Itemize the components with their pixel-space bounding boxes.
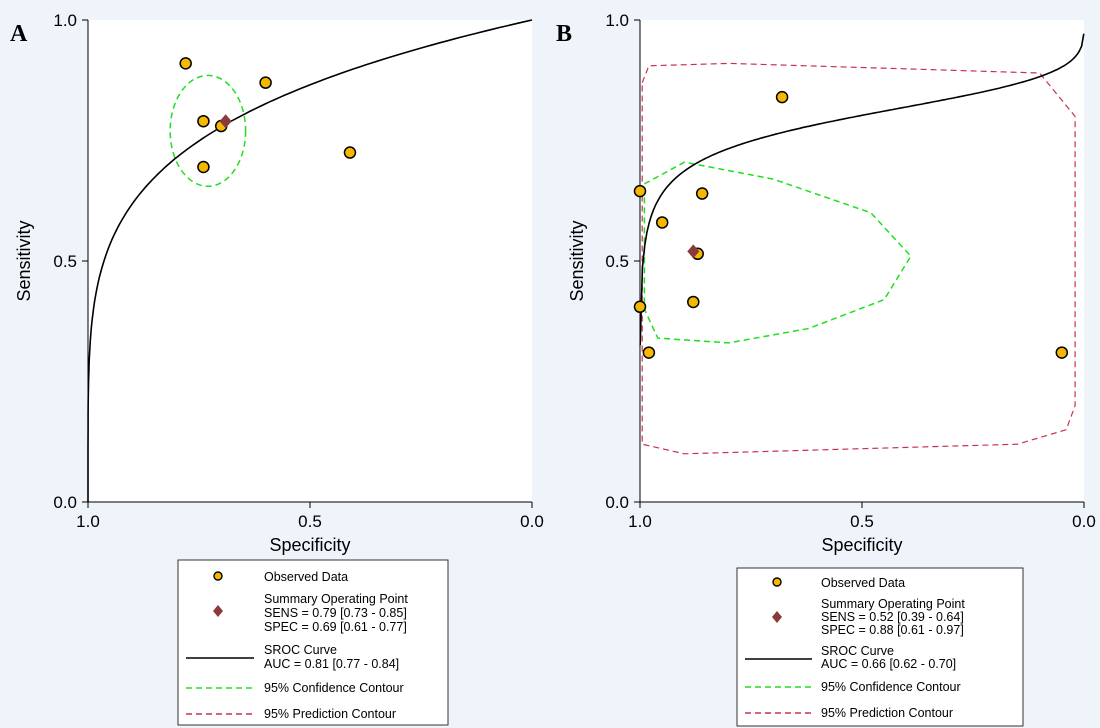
panel-a-observed-point	[197, 114, 210, 128]
panel-a-sroc-curve	[87, 19, 533, 502]
panel-a-x-tick-0-0: 0.0	[520, 512, 544, 531]
panel-b-label: B	[556, 21, 572, 47]
panel-b-legend-sroc-title: SROC Curve	[821, 644, 894, 658]
panel-a-legend-observed-symbol	[213, 571, 223, 581]
panel-a-confidence-contour	[169, 74, 247, 188]
panel-a-legend-summary-symbol	[213, 605, 223, 617]
panel-a-y-axis-label: Sensitivity	[14, 220, 34, 301]
panel-a-legend: Observed Data Summary Operating Point SE…	[177, 559, 449, 726]
panel-b-legend-prediction: 95% Prediction Contour	[821, 706, 953, 720]
panel-b-observed-point	[695, 187, 709, 200]
panel-b-prediction-contour	[641, 62, 1076, 455]
panel-a-y-tick-0-5: 0.5	[53, 252, 77, 271]
panel-b-legend-summary-spec: SPEC = 0.88 [0.61 - 0.97]	[821, 623, 964, 637]
panel-b-observed-point	[687, 295, 700, 309]
panel-a-y-tick-1-0: 1.0	[53, 11, 77, 30]
panel-b-observed-point	[642, 346, 656, 359]
panel-a-x-tick-1-0: 1.0	[76, 512, 100, 531]
panel-a-legend-sroc-title: SROC Curve	[264, 643, 337, 657]
panel-a-legend-prediction: 95% Prediction Contour	[264, 707, 396, 721]
panel-b-observed-point	[633, 184, 647, 198]
panel-b-summary-point	[687, 244, 700, 259]
panel-b-y-tick-1-0: 1.0	[605, 11, 629, 30]
panel-b-observed-point	[1055, 346, 1069, 359]
panel-b-legend-summary-sens: SENS = 0.52 [0.39 - 0.64]	[821, 610, 964, 624]
panel-a-y-tick-0-0: 0.0	[53, 493, 77, 512]
panel-b-x-tick-1-0: 1.0	[628, 512, 652, 531]
panel-a-observed-point	[197, 160, 210, 174]
panel-b-observed-point	[655, 216, 669, 229]
panel-b-legend-confidence: 95% Confidence Contour	[821, 680, 961, 694]
panel-b-observed-point	[633, 300, 647, 314]
panel-b: B Specificity Sensitivity 1.0 0.5 0.0 0.…	[556, 11, 1096, 555]
panel-a-observed-point	[179, 57, 192, 70]
panel-b-legend-box	[736, 567, 1024, 727]
panel-b-plot-area	[640, 20, 1084, 502]
panel-a-legend-summary-spec: SPEC = 0.69 [0.61 - 0.77]	[264, 620, 407, 634]
panel-a-observed-point	[259, 76, 272, 89]
panel-a-label: A	[10, 21, 28, 47]
panel-b-legend-observed-symbol	[772, 577, 782, 587]
panel-b-x-tick-0-5: 0.5	[850, 512, 874, 531]
panel-a-legend-sroc-auc: AUC = 0.81 [0.77 - 0.84]	[264, 657, 399, 671]
panel-b-y-tick-0-0: 0.0	[605, 493, 629, 512]
panel-a-observed-point	[343, 146, 357, 159]
panel-a-plot-area	[88, 20, 532, 502]
panel-b-y-axis-label: Sensitivity	[567, 220, 587, 301]
panel-a-x-axis-label: Specificity	[269, 535, 350, 555]
panel-a-legend-confidence: 95% Confidence Contour	[264, 681, 404, 695]
panel-b-y-tick-0-5: 0.5	[605, 252, 629, 271]
panel-b-legend-summary-title: Summary Operating Point	[821, 597, 965, 611]
panel-a-summary-point	[219, 114, 232, 129]
panel-b-sroc-curve	[639, 33, 1085, 346]
panel-a-legend-summary-title: Summary Operating Point	[264, 592, 408, 606]
panel-a: A Specificity Sensitivity 1.0 0.5 0.0 0.…	[10, 11, 544, 555]
panel-b-x-tick-0-0: 0.0	[1072, 512, 1096, 531]
panel-b-x-axis-label: Specificity	[821, 535, 902, 555]
panel-a-legend-observed: Observed Data	[264, 570, 348, 584]
panel-b-legend-observed: Observed Data	[821, 576, 905, 590]
panel-a-legend-summary-sens: SENS = 0.79 [0.73 - 0.85]	[264, 606, 407, 620]
panel-b-observed-point	[775, 90, 789, 104]
panel-b-legend: Observed Data Summary Operating Point SE…	[736, 567, 1024, 727]
panel-a-legend-box	[177, 559, 449, 726]
panel-b-legend-summary-symbol	[772, 611, 782, 623]
panel-b-confidence-contour	[643, 161, 912, 344]
panel-b-legend-sroc-auc: AUC = 0.66 [0.62 - 0.70]	[821, 657, 956, 671]
panel-a-x-tick-0-5: 0.5	[298, 512, 322, 531]
